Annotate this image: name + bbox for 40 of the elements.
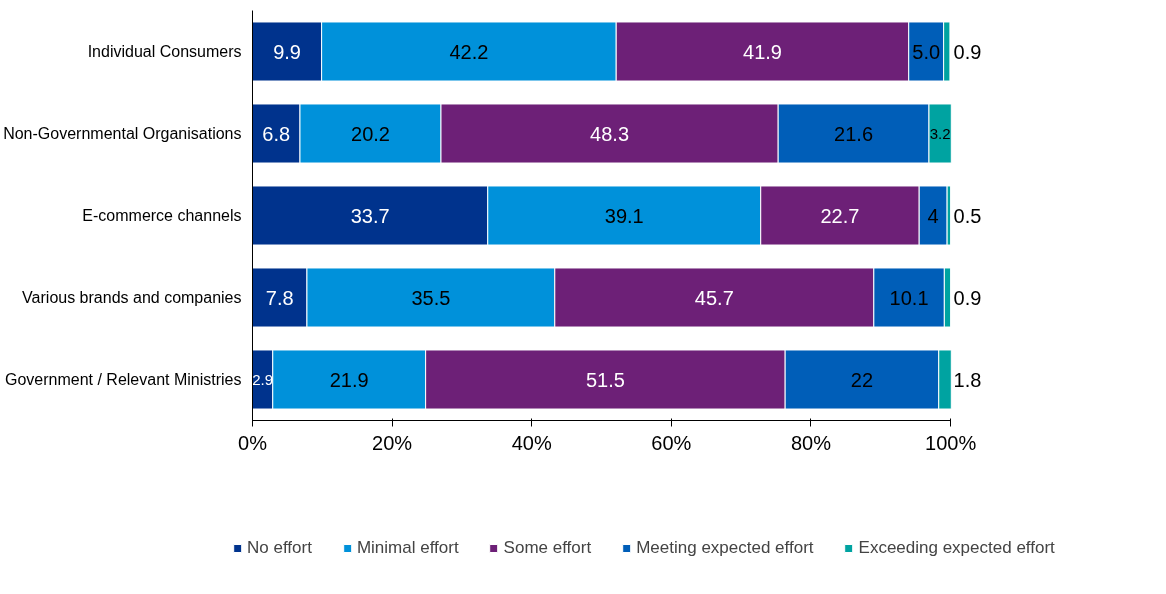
data-label: 0.9 — [953, 40, 982, 63]
x-tick-label: 0% — [238, 431, 268, 454]
legend-label: Some effort — [503, 538, 592, 558]
data-label: 35.5 — [411, 286, 451, 309]
data-label: 21.9 — [329, 368, 369, 391]
data-label: 22 — [850, 368, 874, 391]
y-tick-label: Government / Relevant Ministries — [4, 371, 242, 388]
x-tick-label: 100% — [925, 431, 977, 454]
data-label: 1.8 — [953, 368, 982, 391]
legend-label: Meeting expected effort — [636, 538, 814, 558]
data-label: 45.7 — [694, 286, 734, 309]
legend-label: Minimal effort — [356, 538, 459, 558]
y-tick-label: Non-Governmental Organisations — [3, 125, 242, 142]
data-label: 4 — [927, 204, 939, 227]
data-label: 33.7 — [350, 204, 390, 227]
data-label: 41.9 — [743, 40, 782, 63]
data-label: 0.5 — [953, 204, 982, 227]
x-tick-label: 20% — [372, 431, 413, 454]
data-label: 20.2 — [351, 122, 390, 145]
data-label: 39.1 — [604, 204, 644, 227]
data-label: 51.5 — [585, 368, 625, 391]
data-label: 9.9 — [273, 40, 301, 63]
x-tick-label: 80% — [790, 431, 832, 454]
data-label: 10.1 — [889, 286, 929, 309]
data-label: 6.8 — [262, 122, 291, 145]
data-label: 21.6 — [834, 122, 874, 145]
legend-label: No effort — [247, 538, 312, 558]
x-tick-label: 60% — [651, 431, 692, 454]
data-label: 5.0 — [912, 40, 941, 63]
data-label: 0.9 — [953, 286, 982, 309]
data-label: 3.2 — [929, 124, 951, 142]
data-label: 7.8 — [265, 286, 294, 309]
data-label: 22.7 — [820, 204, 860, 227]
data-label: 48.3 — [590, 122, 630, 145]
y-tick-label: E-commerce channels — [82, 207, 242, 224]
legend-label: Exceeding expected effort — [858, 538, 1055, 558]
y-tick-label: Various brands and companies — [22, 289, 242, 306]
y-tick-label: Individual Consumers — [87, 43, 242, 60]
data-label: 42.2 — [449, 40, 489, 63]
x-tick-label: 40% — [511, 431, 552, 454]
